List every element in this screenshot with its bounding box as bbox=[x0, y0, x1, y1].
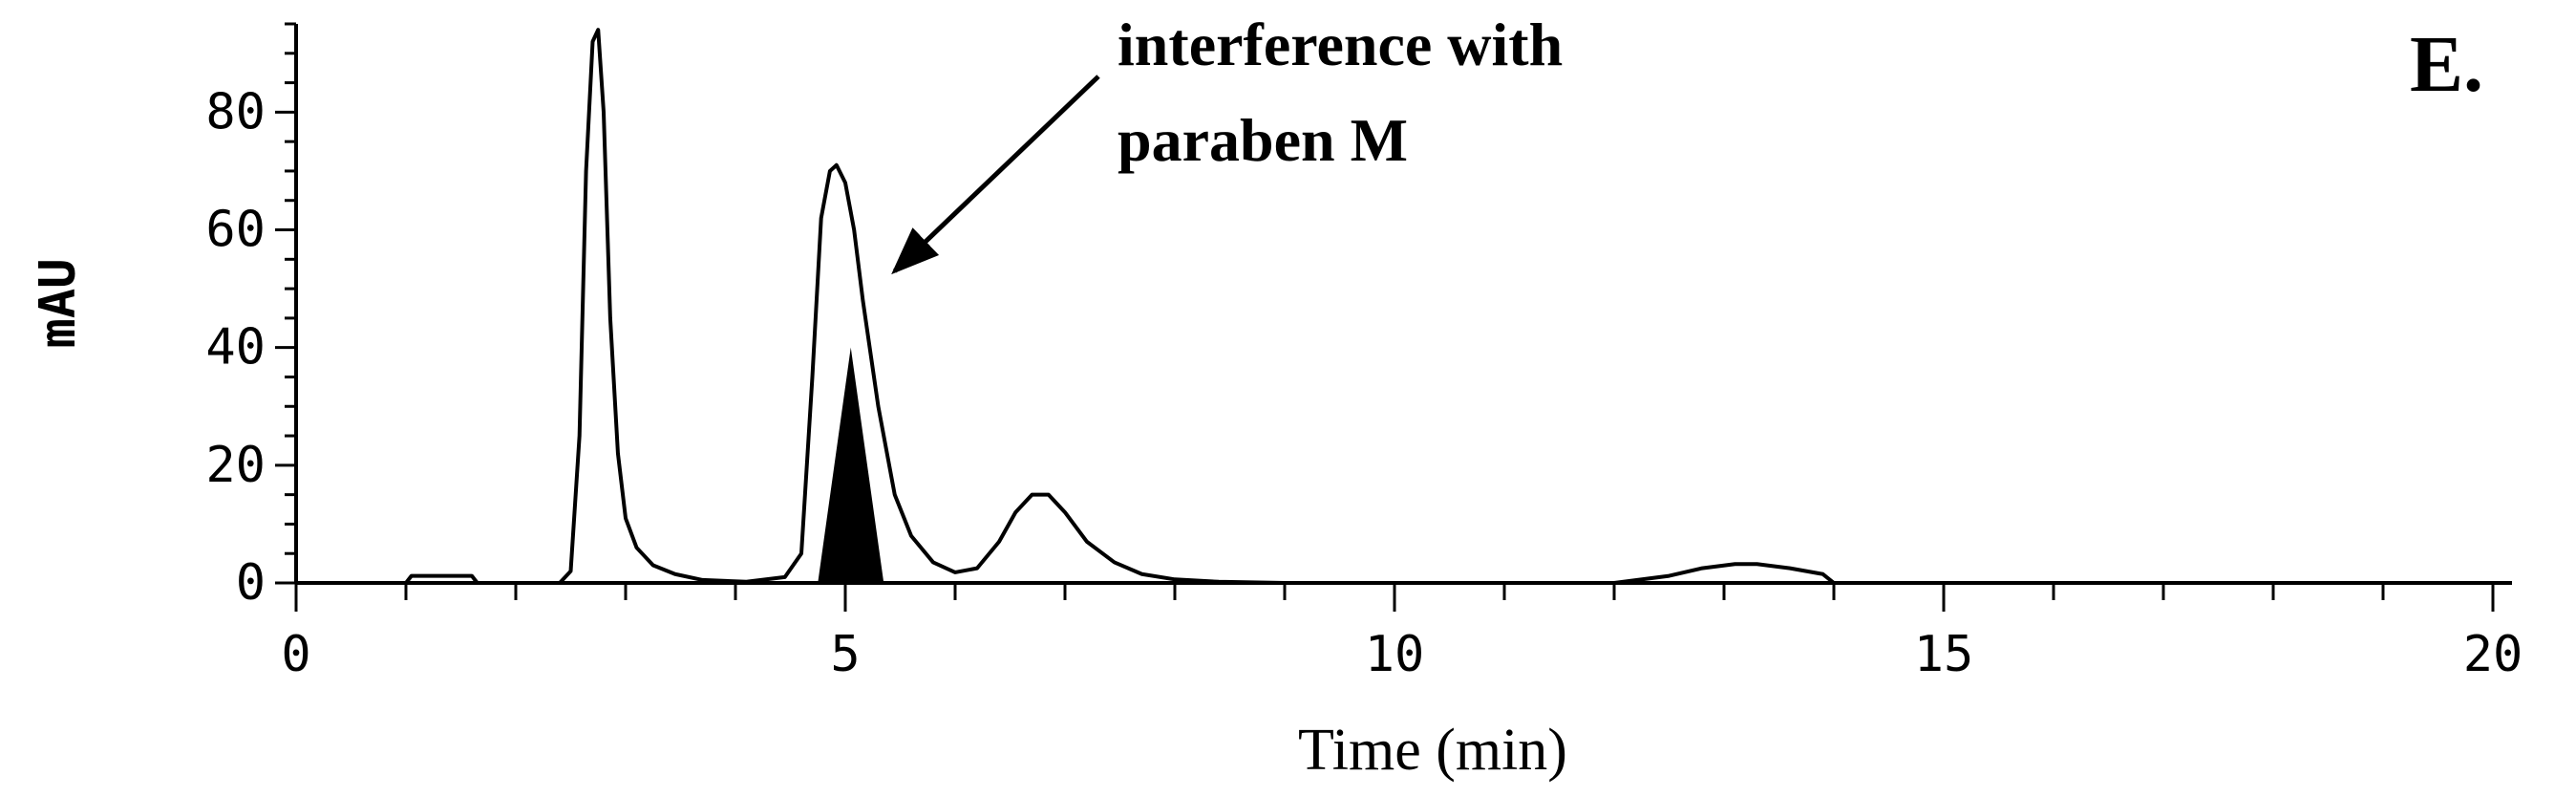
x-tick-label: 5 bbox=[830, 626, 860, 683]
y-axis-title: mAU bbox=[30, 259, 87, 349]
x-tick-label: 20 bbox=[2463, 626, 2523, 683]
highlighted-peak bbox=[818, 347, 884, 583]
x-tick-label: 0 bbox=[281, 626, 310, 683]
plot-area: 0 5 10 15 20 0 20 40 60 80 bbox=[205, 22, 2523, 683]
y-tick-label: 80 bbox=[205, 83, 266, 140]
y-tick-label: 40 bbox=[205, 319, 266, 377]
annotation: interference with paraben M bbox=[891, 11, 1563, 275]
annotation-line-2: paraben M bbox=[1118, 106, 1408, 174]
y-tick-label: 60 bbox=[205, 202, 266, 259]
x-tick-label: 15 bbox=[1914, 626, 1974, 683]
panel-label: E. bbox=[2410, 20, 2483, 109]
annotation-arrow bbox=[891, 75, 1100, 275]
annotation-line-1: interference with bbox=[1118, 11, 1563, 78]
x-axis-title: Time (min) bbox=[1298, 718, 1567, 783]
x-tick-label: 10 bbox=[1365, 626, 1425, 683]
chromatogram-trace bbox=[296, 28, 2493, 585]
y-axis-ticks: 0 20 40 60 80 bbox=[205, 22, 296, 612]
y-tick-label: 0 bbox=[236, 554, 266, 612]
y-tick-label: 20 bbox=[205, 437, 266, 494]
x-axis-ticks: 0 5 10 15 20 bbox=[281, 583, 2523, 683]
